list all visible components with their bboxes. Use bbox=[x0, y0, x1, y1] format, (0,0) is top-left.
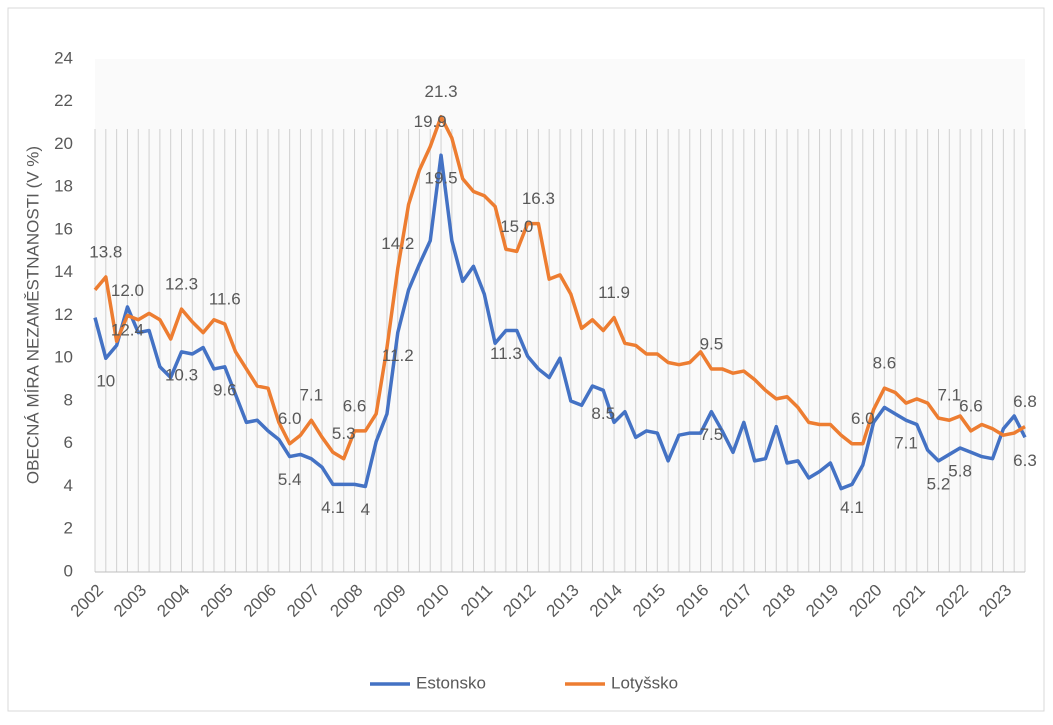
data-label: 19.9 bbox=[414, 112, 447, 131]
data-label: 12.4 bbox=[111, 320, 144, 339]
data-label: 12.3 bbox=[165, 275, 198, 294]
series-line bbox=[93, 153, 1027, 491]
data-label: 5.3 bbox=[332, 424, 356, 443]
data-label: 7.1 bbox=[937, 386, 961, 405]
y-tick-label: 8 bbox=[64, 390, 73, 409]
y-tick-label: 14 bbox=[54, 262, 73, 281]
data-label: 19.5 bbox=[424, 169, 457, 188]
y-tick-label: 6 bbox=[64, 433, 73, 452]
data-label: 6.0 bbox=[278, 409, 302, 428]
data-label: 5.4 bbox=[278, 470, 302, 489]
series-line bbox=[93, 114, 1026, 461]
data-label: 8.5 bbox=[591, 404, 615, 423]
legend-label: Estonsko bbox=[416, 673, 486, 692]
data-label: 14.2 bbox=[381, 234, 414, 253]
data-label: 10.3 bbox=[165, 365, 198, 384]
data-label: 12.0 bbox=[111, 281, 144, 300]
data-label: 4.1 bbox=[840, 498, 864, 517]
data-label: 9.5 bbox=[700, 334, 724, 353]
data-label: 11.2 bbox=[382, 346, 414, 365]
y-tick-label: 0 bbox=[64, 561, 73, 580]
data-label: 6.3 bbox=[1013, 451, 1037, 470]
y-tick-label: 22 bbox=[54, 91, 73, 110]
y-tick-label: 18 bbox=[54, 177, 73, 196]
data-label: 6.8 bbox=[1013, 392, 1037, 411]
data-label: 7.5 bbox=[700, 425, 724, 444]
data-label: 11.6 bbox=[209, 290, 241, 309]
y-tick-label: 16 bbox=[54, 219, 73, 238]
data-label: 7.1 bbox=[894, 434, 918, 453]
data-label: 21.3 bbox=[424, 82, 457, 101]
data-label: 5.8 bbox=[948, 462, 972, 481]
data-label: 13.8 bbox=[89, 243, 122, 262]
data-label: 6.0 bbox=[851, 409, 875, 428]
y-tick-label: 2 bbox=[64, 519, 73, 538]
data-label: 4.1 bbox=[321, 498, 345, 517]
data-label: 11.9 bbox=[598, 283, 630, 302]
data-label: 16.3 bbox=[522, 189, 555, 208]
y-tick-label: 4 bbox=[64, 476, 73, 495]
data-label: 8.6 bbox=[873, 354, 897, 373]
y-tick-label: 10 bbox=[54, 348, 73, 367]
data-label: 5.2 bbox=[927, 474, 951, 493]
data-label: 4 bbox=[361, 500, 370, 519]
legend-label: Lotyšsko bbox=[611, 673, 678, 692]
y-tick-label: 20 bbox=[54, 134, 73, 153]
data-label: 11.3 bbox=[490, 344, 522, 363]
data-label: 10 bbox=[96, 372, 115, 391]
data-label: 6.6 bbox=[343, 396, 367, 415]
y-tick-label: 12 bbox=[54, 305, 73, 324]
data-label: 15.0 bbox=[500, 217, 533, 236]
data-label: 9.6 bbox=[213, 380, 237, 399]
data-label: 7.1 bbox=[299, 386, 323, 405]
y-tick-label: 24 bbox=[54, 48, 73, 67]
data-label: 6.6 bbox=[959, 396, 983, 415]
y-axis-label: OBECNÁ MÍRA NEZAMĚSTNANOSTI (V %) bbox=[23, 146, 42, 484]
